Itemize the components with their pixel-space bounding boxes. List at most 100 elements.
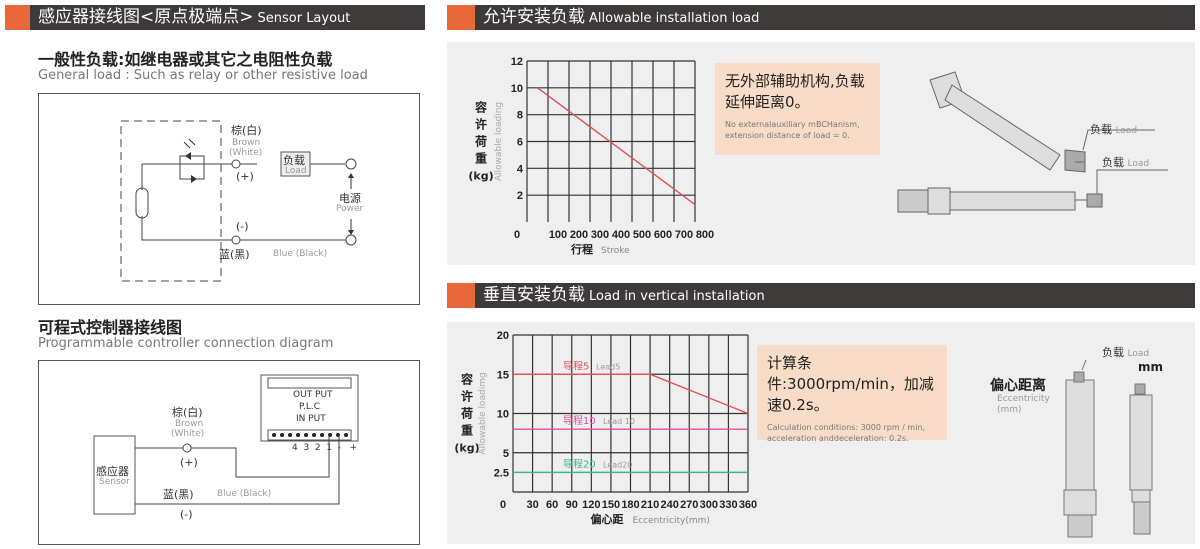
plc-white-en: (White)	[171, 429, 205, 439]
y-tick-label: 2.5	[494, 467, 509, 479]
general-load-subtitle: General load : Such as relay or other re…	[38, 68, 368, 83]
info-en: No externalauxiliary mBCHanism, extensio…	[725, 120, 860, 140]
y-axis-label-char: 容	[474, 100, 487, 115]
load-cn: 负载	[283, 154, 305, 167]
load-en: Load	[1127, 349, 1150, 359]
header-en: Allowable installation load	[589, 11, 760, 26]
y-tick-label: 8	[517, 110, 523, 122]
y-tick-label: 12	[511, 56, 523, 68]
x-tick-label: 300	[700, 499, 718, 511]
horizontal-actuator-illustration	[897, 71, 1168, 215]
load-label-2: 负载 Load	[1102, 154, 1149, 170]
x-tick-label: 90	[566, 499, 578, 511]
series-line	[537, 87, 696, 206]
y-tick-label: 20	[497, 330, 509, 342]
load-en: Load	[285, 166, 307, 176]
y-tick-label: 10	[511, 83, 523, 95]
plc-input-label: IN PUT	[296, 414, 326, 424]
plc-brown-en: Brown	[175, 419, 204, 429]
series-label: 导程20	[563, 458, 596, 470]
x-tick-label: 60	[546, 499, 558, 511]
y-axis-label-char: 重	[461, 423, 473, 438]
general-load-title: 一般性负载:如继电器或其它之电阻性负载	[38, 50, 333, 69]
vertical-actuator-illustration	[1063, 360, 1153, 538]
header-cn: 感应器接线图<原点极端点>	[38, 7, 254, 27]
y-tick-label: 6	[517, 137, 523, 149]
plus-label: (+)	[236, 170, 254, 183]
x-tick-label: 330	[719, 499, 737, 511]
y-axis-label-char: 许	[475, 117, 487, 132]
sensor-cn: 感应器	[96, 465, 129, 478]
x-tick-label: 100	[549, 229, 567, 241]
load-cn: 负载	[1102, 346, 1124, 359]
series-label-en: Lead 10	[603, 417, 635, 426]
x-tick-label: 400	[612, 229, 630, 241]
load-label-1: 负载 Load	[1090, 121, 1137, 137]
plc-diagram: OUT PUT P.L.C IN PUT 4 3 2 1 - + 棕(白) Br…	[38, 360, 420, 545]
header-en: Sensor Layout	[257, 11, 351, 26]
series-label: 导程10	[563, 415, 596, 427]
y-tick-label: 2	[517, 190, 523, 202]
x-tick-label: 0	[500, 499, 506, 511]
header-en: Load in vertical installation	[589, 289, 765, 304]
white-en: (White)	[229, 148, 263, 158]
y-tick-label: 15	[497, 369, 509, 381]
plc-title: 可程式控制器接线图	[38, 318, 183, 337]
blue-wire-label: 蓝(黑)	[219, 248, 250, 261]
vertical-load-header: 垂直安装负载 Load in vertical installation	[475, 283, 1195, 308]
header-cn: 垂直安装负载	[483, 285, 585, 305]
vertical-info-box: 计算条件:3000rpm/min，加减速0.2s。 Calculation co…	[757, 345, 947, 443]
y-axis-label-char: 荷	[460, 406, 473, 421]
y-axis-label-char: 容	[460, 372, 473, 387]
plc-label: P.L.C	[299, 402, 321, 412]
plc-output-label: OUT PUT	[293, 390, 333, 400]
brown-wire-label: 棕(白)	[231, 124, 262, 137]
x-axis-label: 偏心距	[591, 512, 624, 526]
y-axis-label-char: 重	[475, 151, 487, 166]
plc-wiring-svg	[93, 374, 359, 515]
plc-minus: (-)	[180, 508, 193, 521]
series-label: 导程5	[563, 360, 589, 372]
plc-terminal-numbers: 4 3 2 1 - +	[292, 443, 358, 453]
series-label-en: Lead20	[603, 460, 632, 469]
load-en: Load	[1127, 159, 1150, 169]
y-axis-unit: (kg)	[454, 442, 479, 455]
eccentricity-en: Eccentricity	[997, 394, 1050, 404]
x-axis-label-en: Stroke	[601, 246, 630, 256]
header-accent	[447, 5, 475, 30]
mm-label: mm	[1138, 360, 1164, 374]
info-cn: 无外部辅助机构,负载延伸距离0。	[725, 72, 865, 111]
x-tick-label: 200	[570, 229, 588, 241]
plc-brown-label: 棕(白)	[172, 406, 203, 419]
stroke-load-chart: 0 100 200 300 400 500 600 700 800 2 4 6 8 10 12 行程 Strok…	[468, 56, 714, 256]
load-en: Load	[1115, 126, 1138, 136]
header-cn: 允许安装负载	[483, 7, 585, 27]
minus-label: (-)	[236, 220, 249, 233]
y-axis-label-en: Allowable loading	[494, 102, 504, 181]
x-tick-label: 120	[582, 499, 600, 511]
plc-blue-en: Blue (Black)	[217, 489, 272, 499]
load-cn: 负载	[1102, 156, 1124, 169]
x-tick-label: 500	[633, 229, 651, 241]
brown-en: Brown	[232, 138, 261, 148]
x-tick-label: 270	[680, 499, 698, 511]
general-wiring-svg	[120, 120, 357, 282]
eccentricity-load-chart: 0 30 60 90 120 150 180 210 240 270 300 330 360 2.5 5 10…	[454, 330, 757, 526]
x-tick-label: 30	[526, 499, 538, 511]
info-cn: 计算条件:3000rpm/min，加减速0.2s。	[767, 354, 934, 414]
y-tick-label: 5	[503, 448, 509, 460]
allowable-load-header: 允许安装负载 Allowable installation load	[475, 5, 1195, 30]
eccentricity-cn: 偏心距离	[990, 378, 1046, 394]
x-tick-label: 800	[696, 229, 714, 241]
series-label-en: Lead5	[596, 362, 620, 371]
sensor-en: Sensor	[99, 477, 130, 487]
series-line	[513, 373, 749, 415]
allowable-info-box: 无外部辅助机构,负载延伸距离0。 No externalauxiliary mB…	[715, 63, 880, 155]
x-tick-label: 240	[660, 499, 678, 511]
power-en: Power	[336, 204, 364, 214]
blue-en: Blue (Black)	[273, 249, 328, 259]
y-axis-unit: (kg)	[468, 170, 493, 183]
power-cn: 电源	[339, 192, 361, 205]
x-tick-label: 700	[675, 229, 693, 241]
header-accent	[5, 5, 30, 30]
